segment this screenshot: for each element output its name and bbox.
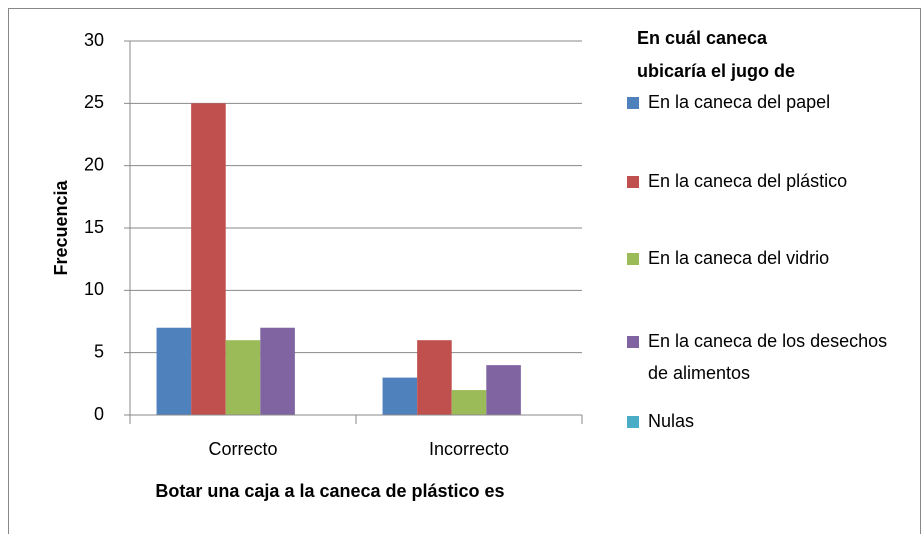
legend-label: En la caneca del papel (648, 92, 831, 112)
bar (382, 377, 418, 415)
legend-label: Nulas (648, 411, 695, 431)
legend-item: En la caneca del papel (627, 86, 910, 118)
y-tick-label: 25 (84, 92, 104, 112)
y-tick-label: 10 (84, 279, 104, 299)
bar (451, 390, 487, 415)
legend-item: En la caneca de los desechos de alimento… (627, 325, 910, 389)
legend-label: En la caneca de los desechos de alimento… (648, 331, 888, 383)
bar (225, 340, 261, 415)
bar (417, 340, 452, 415)
legend-swatch (627, 97, 639, 109)
bar (191, 103, 226, 415)
x-tick-label: Correcto (208, 439, 277, 459)
x-tick-label: Incorrecto (429, 439, 509, 459)
legend-swatch (627, 253, 639, 265)
bar (486, 365, 521, 415)
legend-label: En la caneca del vidrio (648, 248, 830, 268)
legend-swatch (627, 176, 639, 188)
legend-swatch (627, 336, 639, 348)
y-tick-label: 0 (94, 404, 104, 424)
legend-title: En cuál caneca ubicaría el jugo de (637, 28, 796, 81)
bar (260, 327, 295, 415)
y-tick-label: 20 (84, 154, 104, 174)
y-tick-label: 15 (84, 217, 104, 237)
x-axis-title: Botar una caja a la caneca de plástico e… (155, 481, 504, 501)
y-axis-title: Frecuencia (51, 179, 71, 275)
legend-item: En la caneca del plástico (627, 165, 910, 197)
legend-swatch (627, 416, 639, 428)
legend-item: En la caneca del vidrio (627, 242, 910, 274)
y-tick-label: 5 (94, 341, 104, 361)
y-tick-label: 30 (84, 30, 104, 50)
bar (156, 327, 192, 415)
legend-item: Nulas (627, 405, 910, 437)
legend-label: En la caneca del plástico (648, 171, 848, 191)
